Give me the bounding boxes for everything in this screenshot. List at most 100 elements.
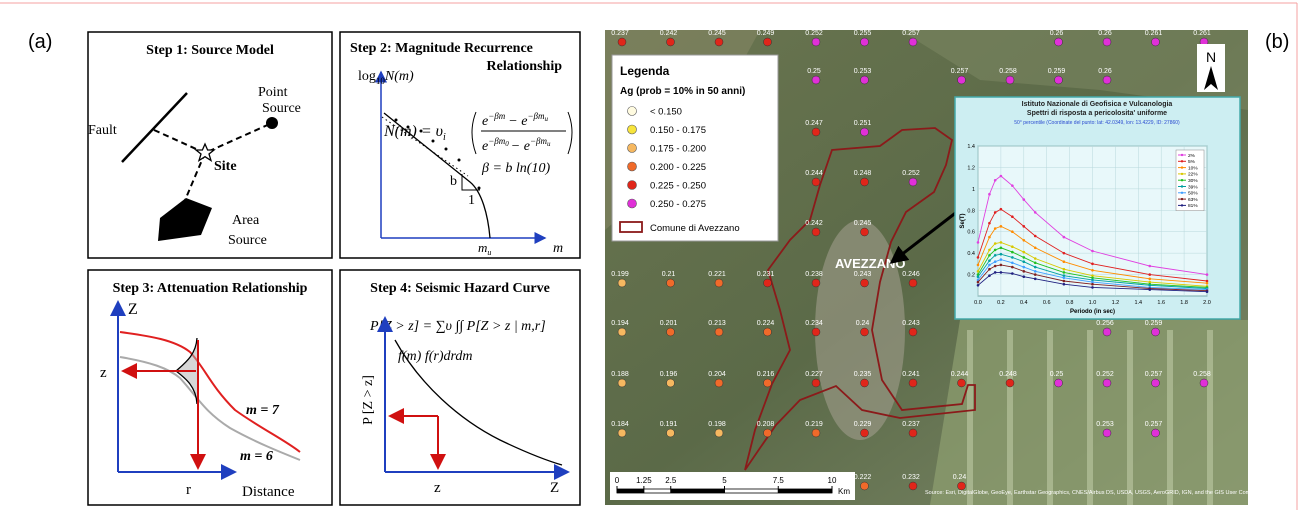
series-marker (1011, 184, 1014, 187)
legend-label: 0.250 - 0.275 (650, 199, 706, 210)
hazard-point (617, 378, 627, 388)
series-marker (1148, 277, 1152, 281)
hazard-point (1102, 75, 1112, 85)
series-marker (1011, 250, 1014, 254)
title: Step 2: Magnitude Recurrence (350, 41, 533, 56)
formula: e−βm − e−βmu (482, 111, 549, 129)
x-tick-label: 0.4 (1020, 300, 1028, 306)
series-marker (1033, 234, 1037, 238)
point-label: 0.251 (854, 120, 872, 127)
series-marker (976, 280, 980, 284)
series-marker (1062, 274, 1066, 277)
x-tick-label: 1.6 (1157, 300, 1165, 306)
series-marker (1205, 279, 1209, 283)
hazard-point (666, 37, 675, 47)
x-tick-label: 0.2 (997, 300, 1005, 306)
hazard-point (908, 481, 918, 491)
label: m = 7 (246, 403, 280, 418)
point-label: 0.235 (854, 371, 872, 378)
series-marker (1033, 211, 1037, 214)
series-marker (1033, 246, 1037, 250)
point-label: 0.24 (953, 474, 967, 481)
series-marker (1011, 215, 1014, 219)
hazard-point (666, 378, 675, 388)
hazard-point (617, 37, 627, 47)
legend-swatch (619, 221, 643, 233)
series-marker (988, 235, 991, 239)
x-tick-label: 2.0 (1203, 300, 1211, 306)
series-marker (999, 246, 1003, 250)
town-label: AVEZZANO (835, 256, 906, 271)
point-label: 0.221 (708, 271, 726, 278)
point-label: 0.261 (1193, 30, 1211, 37)
point-label: 0.257 (951, 68, 969, 75)
point-label: 0.242 (660, 30, 678, 37)
series-marker (1062, 279, 1066, 283)
hazard-point (908, 428, 918, 438)
point-label: 0.208 (757, 421, 775, 428)
x-tick-label: 1.4 (1134, 300, 1142, 306)
scale-unit: Km (838, 487, 850, 496)
series-marker (993, 242, 997, 245)
legend-swatch (627, 161, 637, 172)
series-marker (1022, 225, 1026, 228)
point-label: 0.26 (1050, 30, 1064, 37)
series-marker (1022, 265, 1026, 269)
point-label: 0.244 (951, 371, 969, 378)
point-label: 0.204 (708, 371, 726, 378)
legend-label: 81% (1188, 203, 1198, 209)
chart-subtitle: Spettri di risposta a pericolosita' unif… (1027, 110, 1167, 117)
series-marker (1022, 198, 1026, 201)
x-axis-label: Periodo (in sec) (1070, 309, 1115, 315)
scale-seg (778, 489, 832, 493)
formula: P[Z > z] = ∑υ ∫∫ P[Z > z | m,r] (369, 319, 546, 334)
x-tick-label: 1.8 (1180, 300, 1188, 306)
hazard-point (1102, 327, 1112, 337)
point-label: 0.246 (902, 271, 920, 278)
hazard-point (860, 227, 869, 237)
hazard-point (1151, 327, 1160, 337)
legend-swatch (1180, 179, 1184, 182)
hazard-point (860, 177, 869, 187)
point-label: 0.234 (805, 320, 823, 327)
series-marker (988, 267, 991, 271)
legend-label: 39% (1188, 184, 1198, 190)
series-marker (1062, 251, 1066, 255)
series-marker (1022, 250, 1026, 254)
hazard-point (1102, 37, 1112, 47)
hazard-point (811, 378, 821, 388)
label: 1 (468, 193, 475, 208)
map-overlay: Legenda Ag (prob = 10% in 50 anni) < 0.150… (610, 44, 1241, 500)
hazard-point (860, 428, 869, 438)
series-marker (993, 211, 997, 214)
point-label: 0.194 (611, 320, 629, 327)
y-tick-label: 1.4 (967, 144, 975, 150)
series-marker (1091, 268, 1094, 272)
formula: β = b ln(10) (481, 161, 550, 176)
y-label: P [Z > z] (361, 375, 376, 425)
point-label: 0.25 (807, 68, 821, 75)
series-marker (1205, 273, 1209, 276)
series-marker (988, 248, 991, 252)
step3: Step 3: Attenuation Relationship Z z r D… (87, 269, 333, 506)
hazard-point (763, 378, 772, 388)
hazard-point (666, 327, 675, 337)
point-label: 0.198 (708, 421, 726, 428)
x-tick-label: 0.0 (974, 300, 982, 306)
point-label: 0.184 (611, 421, 629, 428)
legend-label: 0.175 - 0.200 (650, 144, 706, 155)
hazard-point (1102, 378, 1112, 388)
label: Source (262, 101, 301, 116)
point-label: 0.245 (708, 30, 726, 37)
y-tick-label: 1 (972, 187, 975, 193)
hazard-point (714, 428, 724, 438)
legend-swatch (1180, 185, 1184, 188)
hazard-point (1151, 378, 1160, 388)
series-marker (1091, 262, 1094, 266)
legend-box (611, 54, 779, 242)
series-marker (993, 178, 997, 182)
title: Step 3: Attenuation Relationship (113, 281, 308, 296)
point-label: 0.213 (708, 320, 726, 327)
hazard-point (811, 37, 821, 47)
legend-swatch (627, 106, 637, 116)
